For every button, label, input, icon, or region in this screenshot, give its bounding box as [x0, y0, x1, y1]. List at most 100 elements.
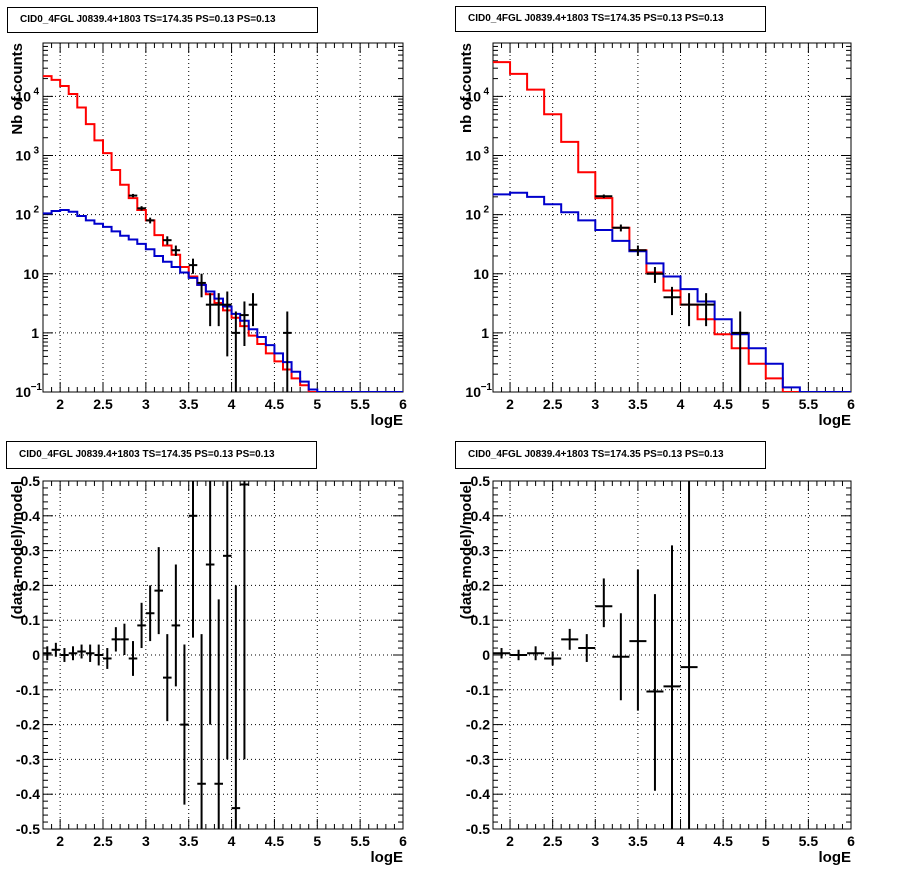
- data-point: [240, 301, 249, 346]
- data-point: [240, 481, 249, 760]
- data-point: [629, 569, 647, 711]
- data-point: [120, 623, 129, 655]
- y-tick-label: 0.3: [21, 543, 41, 559]
- data-point: [214, 599, 223, 829]
- x-tick-label: 6: [399, 833, 407, 849]
- grid-lines: [43, 43, 404, 392]
- y-tick-exponent: −1: [31, 382, 43, 393]
- y-axis-title: nb of counts: [458, 43, 475, 133]
- y-tick-label: 10: [15, 384, 31, 400]
- plot-frame: [492, 42, 852, 393]
- x-tick-label: 5.5: [350, 396, 370, 412]
- y-tick-label: 10: [465, 88, 481, 104]
- counts-plot-right: 2 2.5 3 3.5 4 4.5 5 5.5 6 10 −1 1 10 10 2 10 3 10 4 logE nb …: [449, 0, 898, 437]
- model-background-line: [43, 208, 403, 392]
- y-tick-exponent: 3: [33, 146, 39, 157]
- x-tick-label: 4: [677, 396, 685, 412]
- x-axis-title: logE: [371, 849, 404, 866]
- x-tick-label: 4.5: [265, 396, 285, 412]
- x-tick-label: 3: [591, 833, 599, 849]
- model-total-line: [493, 61, 851, 392]
- y-tick-label: 0.2: [21, 577, 41, 593]
- y-tick-label: 10: [465, 384, 481, 400]
- axis-ticks: [42, 42, 404, 393]
- data-point: [51, 642, 61, 657]
- y-tick-label: -0.2: [466, 717, 490, 733]
- y-tick-label: 0: [482, 647, 490, 663]
- x-tick-label: 2: [56, 833, 64, 849]
- y-tick-label: 10: [15, 148, 31, 164]
- data-point: [595, 194, 613, 199]
- data-point: [493, 648, 511, 659]
- data-point: [231, 585, 241, 829]
- data-point: [283, 311, 292, 392]
- data-point: [197, 273, 206, 298]
- y-tick-label: 10: [473, 266, 489, 282]
- y-tick-label: 0.4: [471, 508, 491, 524]
- data-point: [60, 648, 69, 662]
- data-point: [145, 585, 155, 642]
- data-point: [103, 648, 112, 669]
- data-point: [697, 293, 715, 327]
- y-axis-title: Nb of counts: [9, 43, 26, 135]
- data-point: [544, 651, 562, 666]
- series-group: [43, 75, 403, 392]
- plot-title: CID0_4FGL J0839.4+1803 TS=174.35 PS=0.13…: [455, 441, 766, 469]
- data-point: [128, 641, 138, 676]
- x-tick-label: 5: [313, 833, 321, 849]
- data-point: [663, 286, 681, 316]
- data-point: [137, 206, 146, 211]
- y-tick-label: -0.1: [466, 682, 490, 698]
- plot-title: CID0_4FGL J0839.4+1803 TS=174.35 PS=0.13…: [455, 6, 766, 32]
- x-tick-label: 6: [847, 396, 855, 412]
- data-point: [188, 481, 198, 638]
- data-point: [231, 311, 241, 392]
- y-tick-label: 0.1: [21, 612, 41, 628]
- x-tick-label: 5: [762, 396, 770, 412]
- x-tick-label: 2.5: [543, 833, 563, 849]
- y-tick-label: 10: [23, 266, 39, 282]
- data-point: [205, 481, 215, 725]
- x-tick-label: 2: [506, 833, 514, 849]
- data-point: [137, 602, 146, 649]
- data-point: [163, 634, 172, 722]
- x-tick-label: 5.5: [799, 833, 819, 849]
- y-tick-label: -0.2: [16, 717, 40, 733]
- y-tick-label: 10: [465, 207, 481, 223]
- y-tick-exponent: −1: [481, 382, 493, 393]
- y-tick-exponent: 3: [483, 146, 489, 157]
- model-total-line: [43, 75, 403, 392]
- axis-ticks: [492, 42, 852, 393]
- x-tick-label: 6: [399, 396, 407, 412]
- y-tick-label: 1: [31, 325, 39, 341]
- data-point: [77, 644, 86, 659]
- data-point: [171, 564, 181, 687]
- y-tick-label: -0.1: [16, 682, 40, 698]
- data-point: [180, 644, 189, 805]
- residuals-plot-right: 2 2.5 3 3.5 4 4.5 5 5.5 6 -0.5 -0.4 -0.3 -0.2 -0.1 0 0.…: [449, 437, 898, 875]
- data-point: [248, 293, 258, 327]
- y-tick-label: 0.4: [21, 508, 41, 524]
- y-tick-label: -0.4: [466, 786, 490, 802]
- x-tick-label: 5.5: [799, 396, 819, 412]
- plot-title: CID0_4FGL J0839.4+1803 TS=174.35 PS=0.13…: [6, 441, 317, 469]
- x-tick-label: 3.5: [179, 833, 199, 849]
- series-group: [493, 481, 698, 829]
- data-point: [223, 291, 232, 357]
- data-point: [527, 646, 545, 661]
- x-tick-label: 5: [313, 396, 321, 412]
- y-tick-label: -0.3: [16, 751, 40, 767]
- y-tick-label: 0.5: [21, 473, 41, 489]
- data-point: [680, 293, 698, 327]
- x-tick-label: 2: [56, 396, 64, 412]
- y-tick-label: 0.2: [471, 577, 491, 593]
- data-point: [188, 258, 198, 274]
- y-tick-label: 0: [32, 647, 40, 663]
- x-tick-label: 4.5: [713, 396, 733, 412]
- y-tick-label: -0.5: [466, 821, 490, 837]
- axis-ticks: [42, 480, 404, 830]
- y-tick-label: 1: [481, 325, 489, 341]
- y-tick-exponent: 4: [483, 86, 489, 97]
- x-tick-label: 2: [506, 396, 514, 412]
